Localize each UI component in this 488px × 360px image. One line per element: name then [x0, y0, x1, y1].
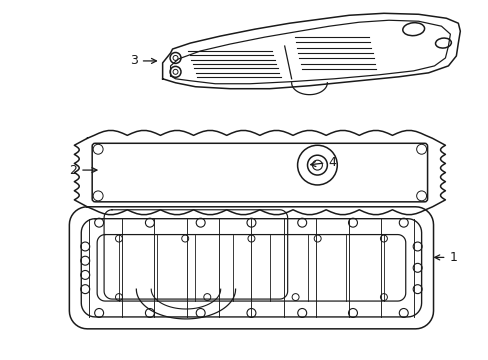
- Text: 3: 3: [130, 54, 156, 67]
- Text: 4: 4: [310, 156, 336, 168]
- Text: 1: 1: [434, 251, 456, 264]
- Text: 2: 2: [69, 163, 97, 176]
